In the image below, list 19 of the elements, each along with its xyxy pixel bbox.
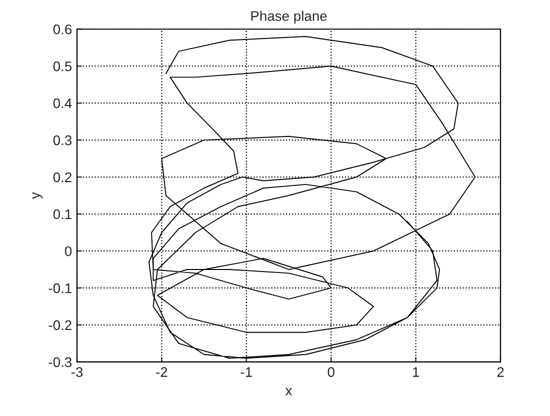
x-tick-label: -3 <box>71 367 83 377</box>
y-tick-label: 0.4 <box>53 98 72 108</box>
y-tick-label: 0.6 <box>53 24 72 34</box>
y-axis-title: y <box>32 192 43 199</box>
x-axis-title: x <box>285 388 292 396</box>
x-tick-label: -1 <box>240 367 252 377</box>
x-tick-label: 0 <box>328 367 334 377</box>
x-tick-label: 1 <box>412 367 419 377</box>
y-tick-label: -0.2 <box>48 320 72 330</box>
chart-title: Phase plane <box>251 10 327 24</box>
y-tick-label: 0.2 <box>53 172 72 182</box>
x-tick-label: 2 <box>497 367 504 377</box>
x-tick-label: -2 <box>156 367 168 377</box>
y-tick-label: 0.1 <box>53 209 72 220</box>
y-tick-label: 0.3 <box>53 135 72 146</box>
y-tick-label: 0 <box>64 246 72 256</box>
y-tick-label: -0.1 <box>48 283 72 294</box>
y-tick-label: 0.5 <box>53 61 72 72</box>
y-tick-label: -0.3 <box>48 357 72 368</box>
